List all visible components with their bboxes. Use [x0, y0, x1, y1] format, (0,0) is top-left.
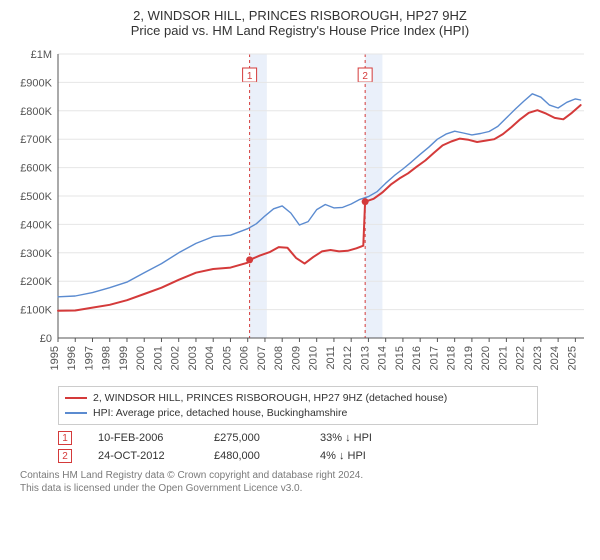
- price-vs-hpi-chart: 1 2 £0 £100K £200K £300K £400K £500K £600K £700K £…: [10, 48, 590, 378]
- svg-text:2014: 2014: [377, 346, 389, 370]
- svg-text:£400K: £400K: [20, 219, 52, 231]
- svg-text:1999: 1999: [118, 346, 130, 370]
- page-title: 2, WINDSOR HILL, PRINCES RISBOROUGH, HP2…: [10, 8, 590, 23]
- svg-text:2002: 2002: [170, 346, 182, 370]
- page-subtitle: Price paid vs. HM Land Registry's House …: [10, 23, 590, 38]
- attribution-line2: This data is licensed under the Open Gov…: [20, 482, 580, 495]
- legend-swatch-subject: [65, 397, 87, 399]
- svg-text:2018: 2018: [446, 346, 458, 370]
- svg-text:2017: 2017: [428, 346, 440, 370]
- legend: 2, WINDSOR HILL, PRINCES RISBOROUGH, HP2…: [58, 386, 538, 425]
- svg-text:2006: 2006: [239, 346, 251, 370]
- svg-text:£300K: £300K: [20, 248, 52, 260]
- svg-text:£600K: £600K: [20, 163, 52, 175]
- svg-text:2021: 2021: [497, 346, 509, 370]
- svg-text:£900K: £900K: [20, 77, 52, 89]
- svg-text:2023: 2023: [532, 346, 544, 370]
- svg-text:2005: 2005: [221, 346, 233, 370]
- svg-text:2015: 2015: [394, 346, 406, 370]
- sale-marker-1: 1: [58, 431, 72, 445]
- sale-1-price: £275,000: [214, 432, 294, 444]
- svg-text:2013: 2013: [359, 346, 371, 370]
- svg-text:2: 2: [362, 71, 368, 82]
- svg-text:£100K: £100K: [20, 305, 52, 317]
- sale-1-date: 10-FEB-2006: [98, 432, 188, 444]
- svg-text:2009: 2009: [290, 346, 302, 370]
- sale-marker-1-label: 1: [62, 433, 68, 444]
- svg-text:£200K: £200K: [20, 276, 52, 288]
- sale-marker-2: 2: [58, 449, 72, 463]
- svg-text:2001: 2001: [152, 346, 164, 370]
- svg-text:2024: 2024: [549, 346, 561, 370]
- svg-text:£700K: £700K: [20, 134, 52, 146]
- sale-record-2: 2 24-OCT-2012 £480,000 4% ↓ HPI: [58, 449, 590, 463]
- svg-text:2019: 2019: [463, 346, 475, 370]
- sale-record-1: 1 10-FEB-2006 £275,000 33% ↓ HPI: [58, 431, 590, 445]
- sale-2-hpi-delta: 4% ↓ HPI: [320, 450, 420, 462]
- svg-text:2008: 2008: [273, 346, 285, 370]
- svg-text:£1M: £1M: [31, 49, 52, 61]
- sale-1-hpi-delta: 33% ↓ HPI: [320, 432, 420, 444]
- sale-2-date: 24-OCT-2012: [98, 450, 188, 462]
- svg-text:2000: 2000: [135, 346, 147, 370]
- legend-label-hpi: HPI: Average price, detached house, Buck…: [93, 406, 347, 421]
- svg-text:2022: 2022: [515, 346, 527, 370]
- legend-label-subject: 2, WINDSOR HILL, PRINCES RISBOROUGH, HP2…: [93, 391, 447, 406]
- svg-text:1998: 1998: [101, 346, 113, 370]
- svg-text:1: 1: [247, 71, 253, 82]
- svg-text:2007: 2007: [256, 346, 268, 370]
- svg-text:2016: 2016: [411, 346, 423, 370]
- svg-text:1996: 1996: [66, 346, 78, 370]
- legend-item-hpi: HPI: Average price, detached house, Buck…: [65, 406, 531, 421]
- legend-item-subject: 2, WINDSOR HILL, PRINCES RISBOROUGH, HP2…: [65, 391, 531, 406]
- svg-text:£500K: £500K: [20, 191, 52, 203]
- attribution: Contains HM Land Registry data © Crown c…: [20, 469, 580, 495]
- sale-records: 1 10-FEB-2006 £275,000 33% ↓ HPI 2 24-OC…: [58, 431, 590, 463]
- sale-marker-2-label: 2: [62, 451, 68, 462]
- svg-text:2012: 2012: [342, 346, 354, 370]
- chart-header: 2, WINDSOR HILL, PRINCES RISBOROUGH, HP2…: [10, 8, 590, 38]
- svg-text:£800K: £800K: [20, 106, 52, 118]
- svg-text:2003: 2003: [187, 346, 199, 370]
- legend-swatch-hpi: [65, 412, 87, 414]
- svg-text:2011: 2011: [325, 346, 337, 370]
- svg-text:2010: 2010: [308, 346, 320, 370]
- svg-text:2020: 2020: [480, 346, 492, 370]
- svg-text:1995: 1995: [49, 346, 61, 370]
- svg-text:£0: £0: [40, 333, 52, 345]
- svg-text:1997: 1997: [83, 346, 95, 370]
- sale-2-price: £480,000: [214, 450, 294, 462]
- attribution-line1: Contains HM Land Registry data © Crown c…: [20, 469, 580, 482]
- svg-text:2004: 2004: [204, 346, 216, 370]
- chart-container: 1 2 £0 £100K £200K £300K £400K £500K £600K £700K £…: [10, 48, 590, 378]
- svg-text:2025: 2025: [566, 346, 578, 370]
